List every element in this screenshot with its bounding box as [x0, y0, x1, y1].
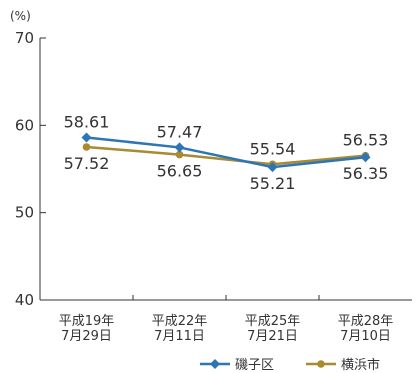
- data-label: 58.61: [64, 112, 110, 131]
- x-tick-label: 平成25年 7月21日: [245, 314, 301, 344]
- series-line: [86, 145, 366, 166]
- data-label: 57.52: [64, 154, 110, 173]
- legend-marker: [210, 359, 220, 369]
- data-label: 57.47: [157, 122, 203, 141]
- data-labels: 58.61 57.47 55.21 56.35 57.52 56.65 55.54 56.53: [64, 112, 389, 193]
- y-axis-unit-label: (%): [10, 9, 31, 23]
- data-label: 56.35: [343, 164, 389, 183]
- series-2: [82, 143, 370, 169]
- legend-label: 磯子区: [235, 358, 274, 373]
- data-label: 55.21: [250, 174, 296, 193]
- data-label: 55.54: [250, 139, 296, 158]
- series-line: [86, 136, 366, 169]
- data-point: [267, 162, 278, 173]
- x-tick-label: 平成28年 7月10日: [338, 314, 394, 344]
- legend-item: 横浜市: [306, 357, 380, 373]
- data-point: [360, 152, 371, 163]
- legend-item: 磯子区: [200, 358, 274, 373]
- data-label: 56.53: [343, 131, 389, 150]
- y-tick-label: 60: [15, 116, 34, 134]
- data-label: 56.65: [157, 162, 203, 181]
- y-tick-label: 40: [15, 291, 34, 309]
- data-point: [174, 142, 185, 153]
- data-point: [82, 143, 91, 151]
- legend-label: 横浜市: [341, 357, 380, 373]
- legend: 磯子区 横浜市: [200, 357, 380, 373]
- y-axis-ticks: 40 50 60 70: [15, 29, 46, 309]
- legend-marker: [317, 360, 325, 368]
- x-axis-labels: 平成19年 7月29日 平成22年 7月11日 平成25年 7月21日 平成28年 7月10日: [59, 295, 394, 344]
- y-tick-label: 50: [15, 204, 34, 222]
- x-tick-label: 平成19年 7月29日: [59, 314, 115, 344]
- data-point: [175, 150, 184, 159]
- y-tick-label: 70: [15, 29, 34, 47]
- series-layer: [81, 132, 371, 173]
- data-point: [81, 132, 92, 143]
- series-1: [81, 132, 371, 173]
- x-tick-label: 平成22年 7月11日: [152, 314, 208, 344]
